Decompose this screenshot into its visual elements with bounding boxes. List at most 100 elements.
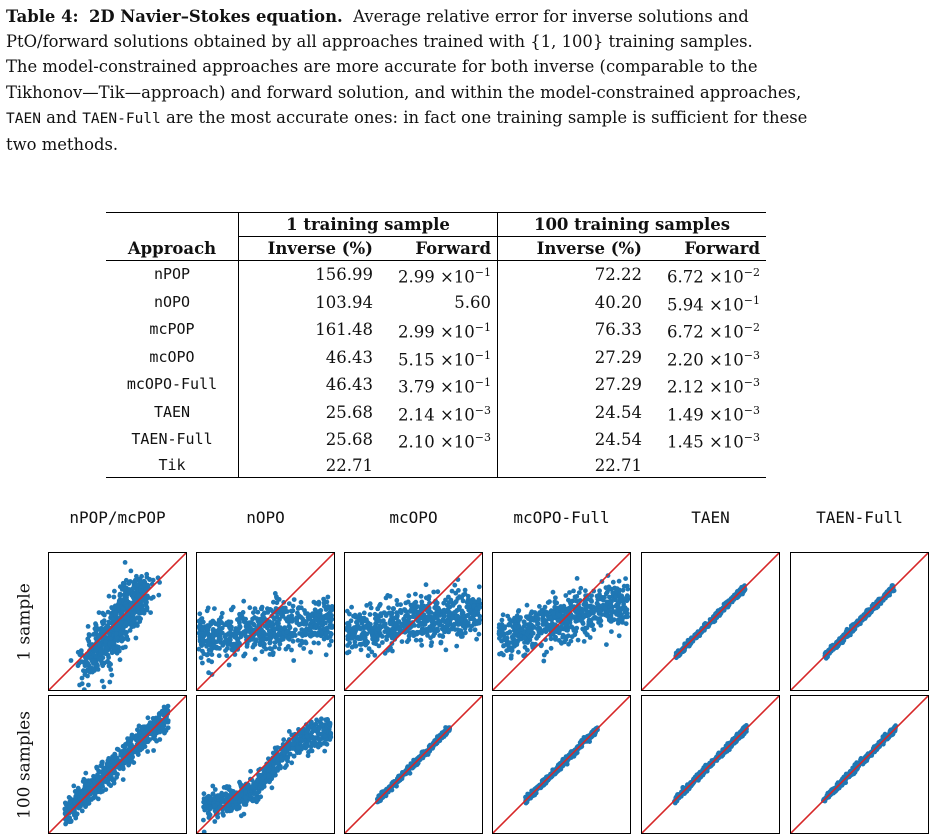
scatter-point: [209, 652, 215, 657]
scatter-point: [522, 640, 527, 645]
scatter-point: [259, 649, 265, 655]
scatter-point: [283, 646, 289, 652]
scatter-point: [417, 622, 423, 628]
header-inverse-100: Inverse (%): [536, 239, 642, 258]
scatter-point: [299, 638, 305, 644]
scatter-point: [616, 578, 622, 584]
cell-inverse-100: 40.20: [594, 292, 642, 312]
scatter-point: [416, 609, 421, 615]
scatter-point: [129, 733, 135, 739]
scatter-point: [122, 631, 128, 636]
scatter-point: [410, 602, 416, 608]
scatter-point: [214, 628, 219, 634]
scatter-point: [566, 641, 571, 647]
scatter-point: [445, 619, 450, 625]
scatter-point: [363, 623, 369, 629]
scatter-point: [138, 588, 144, 593]
scatter-point: [513, 640, 518, 645]
scatter-point: [406, 637, 412, 643]
scatter-point: [129, 603, 135, 608]
scatter-point: [215, 814, 221, 820]
scatter-point: [311, 640, 317, 646]
scatter-point: [109, 612, 114, 618]
scatter-point: [407, 630, 413, 636]
scatter-point: [100, 621, 106, 627]
scatter-point: [540, 622, 546, 627]
scatter-point: [219, 610, 225, 616]
scatter-point: [303, 611, 308, 616]
scatter-point: [291, 658, 297, 663]
panel-frame: [641, 552, 780, 691]
scatter-panel: [492, 695, 631, 834]
header-approach: Approach: [106, 236, 239, 261]
scatter-point: [597, 608, 603, 614]
scatter-point: [403, 609, 409, 614]
scatter-point: [578, 585, 584, 591]
cell-forward-100: [648, 454, 766, 478]
scatter-point: [443, 725, 448, 730]
scatter-point: [531, 624, 537, 630]
scatter-point: [286, 601, 292, 606]
scatter-plot: [492, 695, 631, 834]
scatter-point: [265, 625, 270, 631]
scatter-point: [91, 666, 96, 672]
scatter-point: [127, 628, 133, 633]
scatter-panel: [48, 695, 187, 834]
scatter-point: [564, 619, 570, 625]
scatter-point: [459, 608, 465, 614]
scatter-point: [391, 635, 397, 640]
scatter-plot: [48, 552, 187, 691]
scatter-point: [270, 750, 276, 756]
scatter-point: [123, 749, 128, 755]
cell-approach: nOPO: [106, 288, 239, 316]
scatter-point: [298, 605, 304, 611]
scatter-point: [268, 620, 274, 626]
header-empty: [106, 212, 239, 237]
scatter-point: [606, 586, 612, 592]
scatter-point: [205, 626, 210, 632]
cell-forward-100: 1.49 ×10−3: [666, 403, 760, 425]
scatter-panel: [196, 695, 335, 834]
scatter-point: [380, 640, 385, 645]
scatter-point: [476, 617, 482, 623]
scatter-point: [316, 640, 321, 646]
scatter-point: [435, 589, 441, 595]
scatter-point: [106, 593, 112, 599]
scatter-point: [623, 595, 629, 601]
scatter-point: [270, 650, 276, 656]
scatter-point: [284, 618, 290, 624]
scatter-point: [554, 600, 560, 606]
scatter-point: [276, 631, 282, 637]
scatter-point: [618, 616, 623, 622]
scatter-point: [109, 759, 115, 764]
scatter-point: [123, 620, 129, 626]
scatter-point: [445, 602, 450, 608]
scatter-point: [295, 610, 300, 616]
scatter-point: [462, 626, 468, 631]
scatter-point: [97, 656, 103, 662]
scatter-point: [291, 597, 297, 602]
scatter-point: [501, 652, 506, 658]
scatter-point: [150, 594, 156, 600]
cell-approach: TAEN-Full: [106, 426, 239, 454]
cell-forward-100: 6.72 ×10−2: [666, 266, 760, 287]
scatter-point: [295, 745, 301, 751]
scatter-point: [375, 606, 381, 611]
scatter-point: [428, 643, 434, 648]
scatter-point: [200, 637, 205, 642]
scatter-point: [245, 783, 251, 789]
scatter-point: [607, 594, 612, 600]
scatter-point: [313, 616, 319, 622]
scatter-point: [67, 816, 72, 821]
scatter-point: [571, 588, 576, 594]
scatter-point: [519, 626, 525, 632]
scatter-point: [148, 610, 153, 615]
scatter-point: [157, 713, 162, 718]
scatter-point: [278, 765, 283, 771]
scatter-point: [95, 633, 101, 639]
scatter-point: [269, 785, 275, 791]
cell-inverse-100: 24.54: [594, 430, 642, 450]
scatter-point: [324, 614, 330, 619]
scatter-point: [284, 756, 289, 762]
scatter-point: [93, 621, 98, 627]
